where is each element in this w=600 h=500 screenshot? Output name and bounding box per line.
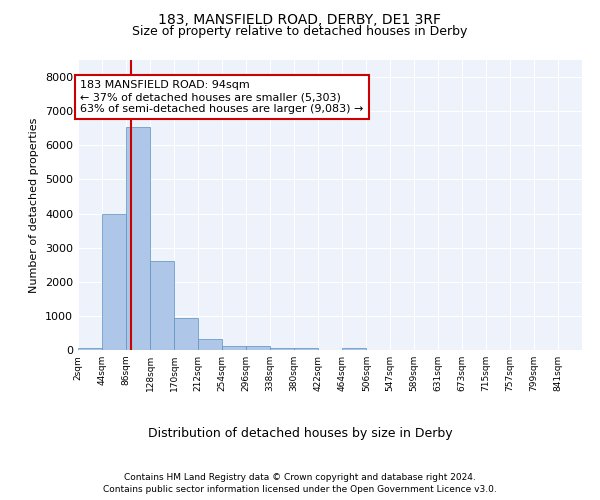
Bar [270,348,294,350]
Text: 183 MANSFIELD ROAD: 94sqm
← 37% of detached houses are smaller (5,303)
63% of se: 183 MANSFIELD ROAD: 94sqm ← 37% of detac… [80,80,364,114]
Text: Size of property relative to detached houses in Derby: Size of property relative to detached ho… [133,25,467,38]
Text: Contains public sector information licensed under the Open Government Licence v3: Contains public sector information licen… [103,485,497,494]
Bar [78,348,101,350]
Bar [342,348,366,350]
Text: 183, MANSFIELD ROAD, DERBY, DE1 3RF: 183, MANSFIELD ROAD, DERBY, DE1 3RF [158,12,442,26]
Bar [294,348,318,350]
Bar [246,346,270,350]
Bar [102,214,125,350]
Bar [150,262,173,350]
Bar [126,126,149,350]
Bar [222,346,246,350]
Text: Contains HM Land Registry data © Crown copyright and database right 2024.: Contains HM Land Registry data © Crown c… [124,472,476,482]
Y-axis label: Number of detached properties: Number of detached properties [29,118,40,292]
Bar [174,318,197,350]
Bar [198,338,221,350]
Text: Distribution of detached houses by size in Derby: Distribution of detached houses by size … [148,428,452,440]
